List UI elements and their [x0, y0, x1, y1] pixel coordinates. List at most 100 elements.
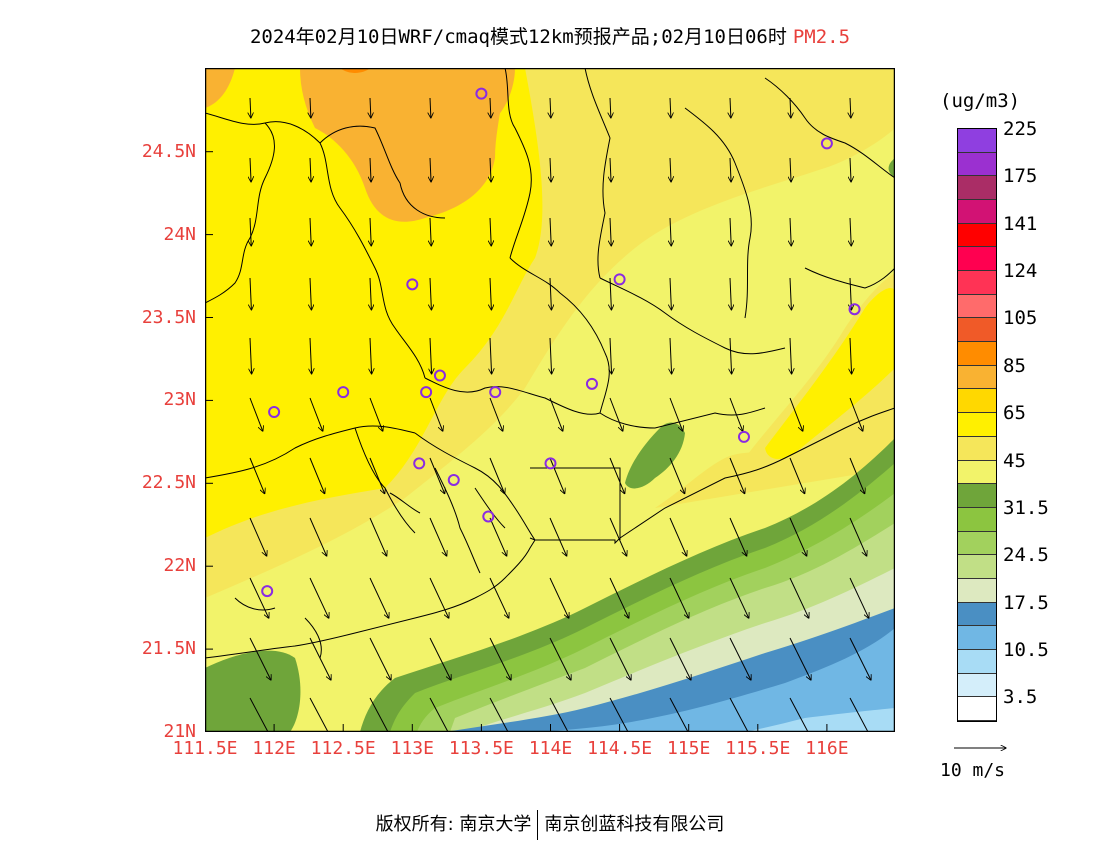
color-scale-segment — [958, 129, 996, 153]
wind-vector — [789, 637, 811, 680]
station-marker — [268, 406, 281, 419]
color-scale-label: 3.5 — [1003, 686, 1038, 709]
wind-vector — [369, 577, 389, 618]
wind-vector — [670, 217, 671, 246]
map-title: 2024年02月10日WRF/cmaq模式12km预报产品;02月10日06时 P… — [0, 22, 1100, 49]
wind-vector — [490, 97, 491, 118]
wind-vector — [369, 637, 391, 680]
wind-vector — [730, 157, 731, 182]
wind-vector — [249, 637, 271, 680]
wind-vector — [730, 337, 732, 374]
wind-vector — [729, 637, 751, 680]
wind-vector — [490, 217, 491, 246]
color-scale-label: 65 — [1003, 402, 1026, 425]
legend-unit: (ug/m3) — [940, 90, 1021, 112]
wind-vector — [429, 517, 447, 556]
field-green-ne — [625, 422, 685, 489]
x-tick-label: 114.5E — [587, 738, 653, 759]
field-band-7 — [745, 708, 895, 732]
field-green-ne-edge — [888, 158, 895, 178]
map-frame — [205, 68, 895, 732]
wind-vector — [669, 577, 689, 618]
wind-vector — [250, 97, 251, 118]
color-scale-label: 225 — [1003, 118, 1038, 140]
wind-vector — [729, 457, 745, 494]
wind-vector — [310, 217, 311, 246]
color-scale-segment — [958, 318, 996, 343]
color-scale-segment — [958, 507, 996, 532]
x-tick-label: 114E — [528, 738, 573, 759]
wind-vector — [309, 637, 331, 680]
copyright-owner: 版权所有: 南京大学 — [375, 814, 532, 835]
axis-ticks — [205, 151, 828, 732]
wind-vector — [609, 517, 627, 556]
color-scale-label: 17.5 — [1003, 591, 1049, 614]
wind-vector — [550, 97, 551, 118]
wind-vector — [369, 697, 389, 732]
y-tick-label: 22N — [163, 555, 196, 577]
wind-vector — [850, 337, 852, 374]
wind-vector — [249, 457, 265, 494]
copyright-partner: 南京创蓝科技有限公司 — [544, 814, 725, 835]
field-north-orange — [470, 68, 515, 123]
wind-vector — [790, 97, 791, 118]
wind-vector — [490, 337, 492, 374]
wind-vector — [849, 577, 869, 618]
y-tick-label: 24N — [163, 223, 196, 245]
wind-vectors — [249, 97, 873, 732]
x-tick-label: 111.5E — [172, 738, 238, 759]
y-tick-label: 24.5N — [141, 140, 196, 162]
wind-vector — [309, 457, 325, 494]
x-tick-label: 115.5E — [725, 738, 791, 759]
wind-vector — [250, 277, 251, 310]
y-tick-label: 23.5N — [141, 306, 196, 328]
reference-vector-label: 10 m/s — [940, 760, 1006, 781]
wind-vector — [729, 397, 743, 431]
color-scale-label: 31.5 — [1003, 496, 1049, 519]
wind-vector — [669, 637, 691, 680]
wind-vector — [370, 337, 372, 374]
wind-vector — [789, 397, 803, 431]
wind-vector — [670, 337, 672, 374]
wind-vector — [250, 157, 251, 182]
wind-vector — [670, 277, 671, 310]
color-scale-label: 124 — [1003, 260, 1038, 283]
wind-vector — [429, 637, 451, 680]
wind-vector — [430, 217, 431, 246]
y-tick-label: 21N — [163, 721, 196, 742]
wind-vector — [369, 397, 383, 431]
field-nw-orange-small — [205, 68, 235, 108]
wind-vector — [309, 397, 323, 431]
wind-vector — [609, 397, 623, 431]
wind-vector — [849, 517, 867, 556]
wind-vector — [429, 457, 445, 494]
color-scale-label: 105 — [1003, 307, 1038, 330]
wind-vector — [370, 97, 371, 118]
color-scale-segment — [958, 389, 996, 414]
wind-vector — [849, 457, 865, 494]
wind-vector — [489, 397, 503, 431]
color-scale-segment — [958, 413, 996, 437]
station-marker — [420, 386, 433, 399]
wind-vector — [789, 457, 805, 494]
wind-vector — [310, 277, 311, 310]
station-marker — [489, 386, 502, 399]
wind-vector — [309, 517, 327, 556]
station-marker — [820, 137, 833, 150]
wind-vector — [729, 517, 747, 556]
wind-vector — [730, 97, 731, 118]
wind-vector — [369, 457, 385, 494]
color-scale-segment — [958, 697, 996, 721]
color-scale-label: 10.5 — [1003, 638, 1049, 661]
pollutant-name: PM2.5 — [792, 26, 851, 48]
wind-vector — [549, 577, 569, 618]
x-tick-label: 112.5E — [310, 738, 376, 759]
wind-vector — [789, 577, 809, 618]
wind-vector — [489, 637, 511, 680]
wind-vector — [550, 157, 551, 182]
wind-vector — [849, 397, 863, 431]
y-tick-label: 21.5N — [141, 638, 196, 660]
wind-vector — [669, 517, 687, 556]
wind-vector — [249, 517, 267, 556]
reference-vector-arrow — [954, 740, 1012, 756]
